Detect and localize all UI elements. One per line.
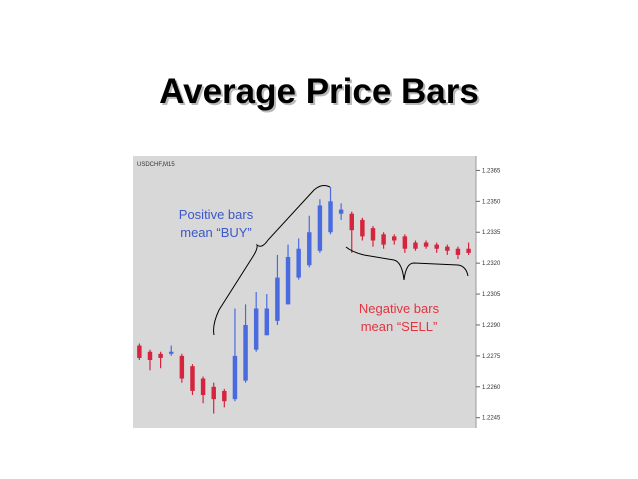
bar-body xyxy=(392,236,397,241)
bar-body xyxy=(423,242,429,247)
bar-body xyxy=(370,228,376,241)
positive-annotation-line2: mean “BUY” xyxy=(180,225,252,240)
bar-body xyxy=(168,351,174,354)
negative-price-bar xyxy=(158,351,163,369)
bar-body xyxy=(466,248,471,253)
negative-price-bar xyxy=(200,376,206,404)
price-tick-label: 1.2335 xyxy=(482,230,501,236)
positive-price-bar xyxy=(328,186,333,235)
positive-annotation-line1: Positive bars xyxy=(178,207,254,222)
bar-body xyxy=(413,242,418,249)
price-axis xyxy=(476,156,506,428)
negative-annotation-line2: mean “SELL” xyxy=(360,319,438,334)
bar-body xyxy=(200,378,206,396)
price-chart: USDCHF,M15 1.2365 1.2350 1.2335 1.2320 1.230… xyxy=(133,156,506,428)
chart-svg: USDCHF,M15 1.2365 1.2350 1.2335 1.2320 1.230… xyxy=(133,156,506,428)
bar-body xyxy=(158,353,163,358)
bar-body xyxy=(349,213,354,231)
bar-body xyxy=(402,236,408,249)
negative-price-bar xyxy=(137,343,142,360)
price-tick-label: 1.2320 xyxy=(482,261,501,267)
negative-bars-annotation: Negative bars mean “SELL” xyxy=(339,300,459,336)
negative-price-bar xyxy=(392,234,397,245)
positive-bars-annotation: Positive bars mean “BUY” xyxy=(166,206,266,242)
price-tick-label: 1.2290 xyxy=(482,323,501,329)
bar-body xyxy=(232,355,238,400)
price-axis-ticks: 1.2365 1.2350 1.2335 1.2320 1.2305 1.2290 1.22… xyxy=(476,168,501,422)
bar-body xyxy=(360,219,365,237)
slide-title: Average Price Bars xyxy=(159,72,479,111)
negative-price-bar xyxy=(147,349,153,371)
price-tick-label: 1.2260 xyxy=(482,385,501,391)
bar-body xyxy=(381,234,386,245)
bar-body xyxy=(264,308,270,336)
negative-price-bar xyxy=(190,364,195,396)
negative-price-bar xyxy=(349,211,354,253)
negative-annotation-line1: Negative bars xyxy=(358,301,440,316)
positive-price-bar xyxy=(338,203,344,220)
negative-price-bar xyxy=(179,353,185,383)
symbol-label: USDCHF,M15 xyxy=(137,162,175,168)
bar-body xyxy=(147,351,153,360)
bar-body xyxy=(338,209,344,214)
negative-price-bar xyxy=(381,232,386,249)
price-tick-label: 1.2365 xyxy=(482,168,501,174)
bar-body xyxy=(253,308,259,350)
bar-body xyxy=(296,248,301,278)
bar-body xyxy=(434,244,439,249)
bar-body xyxy=(243,324,248,381)
bar-body xyxy=(211,386,216,400)
bar-body xyxy=(179,355,185,379)
bar-body xyxy=(222,390,227,402)
negative-price-bar xyxy=(222,388,227,408)
bar-body xyxy=(307,232,312,266)
bar-body xyxy=(190,366,195,391)
negative-price-bar xyxy=(466,242,471,255)
price-tick-label: 1.2350 xyxy=(482,199,501,205)
negative-price-bar xyxy=(370,226,376,247)
negative-price-bar xyxy=(211,382,216,414)
plot-area xyxy=(133,156,476,428)
positive-price-bar xyxy=(317,199,323,253)
bar-body xyxy=(328,201,333,233)
price-tick-label: 1.2305 xyxy=(482,292,501,298)
positive-price-bar xyxy=(168,345,174,356)
bar-body xyxy=(317,205,323,251)
bar-body xyxy=(275,277,280,321)
bar-body xyxy=(137,345,142,358)
price-tick-label: 1.2245 xyxy=(482,416,501,422)
bar-body xyxy=(455,248,461,255)
bar-body xyxy=(445,246,450,251)
negative-price-bar xyxy=(360,217,365,241)
price-tick-label: 1.2275 xyxy=(482,354,501,360)
bar-body xyxy=(285,256,291,305)
